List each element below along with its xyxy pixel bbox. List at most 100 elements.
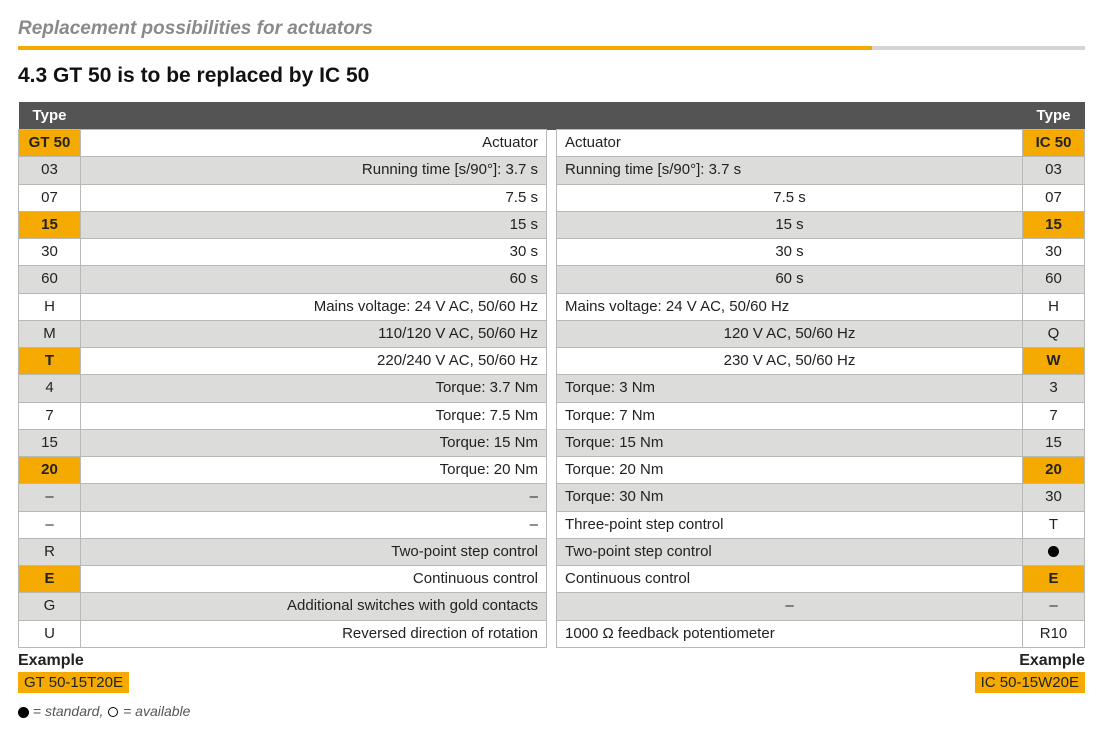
code-left: 4 bbox=[19, 375, 81, 402]
code-right: 30 bbox=[1023, 239, 1085, 266]
gap-cell bbox=[547, 566, 557, 593]
table-row: RTwo-point step controlTwo-point step co… bbox=[19, 538, 1085, 565]
desc-left: – bbox=[81, 484, 547, 511]
table-row: UReversed direction of rotation 1000 Ω fe… bbox=[19, 620, 1085, 647]
desc-left: 220/240 V AC, 50/60 Hz bbox=[81, 348, 547, 375]
desc-right: 120 V AC, 50/60 Hz bbox=[557, 320, 1023, 347]
desc-left: Torque: 7.5 Nm bbox=[81, 402, 547, 429]
gap-cell bbox=[547, 375, 557, 402]
code-left: – bbox=[19, 511, 81, 538]
gap-cell bbox=[547, 239, 557, 266]
desc-right: Torque: 20 Nm bbox=[557, 457, 1023, 484]
gap-cell bbox=[547, 348, 557, 375]
gap-cell bbox=[547, 320, 557, 347]
gap-cell bbox=[547, 266, 557, 293]
header-filler-right bbox=[557, 102, 1023, 130]
section-heading: 4.3 GT 50 is to be replaced by IC 50 bbox=[18, 64, 1085, 88]
code-right: IC 50 bbox=[1023, 130, 1085, 157]
code-left: 07 bbox=[19, 184, 81, 211]
desc-right: 7.5 s bbox=[557, 184, 1023, 211]
desc-left: Mains voltage: 24 V AC, 50/60 Hz bbox=[81, 293, 547, 320]
example-right: Example IC 50-15W20E bbox=[975, 652, 1085, 693]
header-type-left: Type bbox=[19, 102, 81, 130]
code-right bbox=[1023, 538, 1085, 565]
desc-left: – bbox=[81, 511, 547, 538]
example-label-left: Example bbox=[18, 652, 129, 670]
gap-cell bbox=[547, 593, 557, 620]
desc-right: Two-point step control bbox=[557, 538, 1023, 565]
desc-right: – bbox=[557, 593, 1023, 620]
desc-right: Three-point step control bbox=[557, 511, 1023, 538]
code-right: – bbox=[1023, 593, 1085, 620]
desc-right: Torque: 15 Nm bbox=[557, 429, 1023, 456]
table-row: EContinuous controlContinuous controlE bbox=[19, 566, 1085, 593]
code-left: 60 bbox=[19, 266, 81, 293]
code-left: H bbox=[19, 293, 81, 320]
gap-cell bbox=[547, 538, 557, 565]
code-right: E bbox=[1023, 566, 1085, 593]
desc-left: 60 s bbox=[81, 266, 547, 293]
desc-left: Running time [s/90°]: 3.7 s bbox=[81, 157, 547, 184]
desc-left: 110/120 V AC, 50/60 Hz bbox=[81, 320, 547, 347]
gap-cell bbox=[547, 211, 557, 238]
desc-left: Continuous control bbox=[81, 566, 547, 593]
table-row: 3030 s30 s30 bbox=[19, 239, 1085, 266]
example-code-right: IC 50-15W20E bbox=[975, 672, 1085, 693]
table-row: ––Torque: 30 Nm30 bbox=[19, 484, 1085, 511]
table-row: GAdditional switches with gold contacts–… bbox=[19, 593, 1085, 620]
code-right: 30 bbox=[1023, 484, 1085, 511]
table-row: ––Three-point step controlT bbox=[19, 511, 1085, 538]
code-right: 15 bbox=[1023, 429, 1085, 456]
gap-cell bbox=[547, 511, 557, 538]
desc-right: Actuator bbox=[557, 130, 1023, 157]
header-filler-left bbox=[81, 102, 547, 130]
desc-left: 15 s bbox=[81, 211, 547, 238]
code-left: M bbox=[19, 320, 81, 347]
code-left: 30 bbox=[19, 239, 81, 266]
desc-right: 1000 Ω feedback potentiometer bbox=[557, 620, 1023, 647]
code-left: R bbox=[19, 538, 81, 565]
table-row: GT 50ActuatorActuatorIC 50 bbox=[19, 130, 1085, 157]
example-row: Example GT 50-15T20E Example IC 50-15W20… bbox=[18, 652, 1085, 693]
table-row: M110/120 V AC, 50/60 Hz 120 V AC, 50/60 H… bbox=[19, 320, 1085, 347]
desc-left: Reversed direction of rotation bbox=[81, 620, 547, 647]
desc-right: 60 s bbox=[557, 266, 1023, 293]
table-row: 03Running time [s/90°]: 3.7 sRunning tim… bbox=[19, 157, 1085, 184]
code-left: – bbox=[19, 484, 81, 511]
code-left: GT 50 bbox=[19, 130, 81, 157]
table-row: 6060 s60 s60 bbox=[19, 266, 1085, 293]
code-left: 7 bbox=[19, 402, 81, 429]
code-left: T bbox=[19, 348, 81, 375]
desc-right: 30 s bbox=[557, 239, 1023, 266]
code-right: R10 bbox=[1023, 620, 1085, 647]
code-right: 20 bbox=[1023, 457, 1085, 484]
desc-right: 230 V AC, 50/60 Hz bbox=[557, 348, 1023, 375]
code-left: 20 bbox=[19, 457, 81, 484]
code-left: 03 bbox=[19, 157, 81, 184]
code-left: E bbox=[19, 566, 81, 593]
code-left: 15 bbox=[19, 429, 81, 456]
legend: = standard, = available bbox=[18, 703, 1085, 719]
code-right: 15 bbox=[1023, 211, 1085, 238]
desc-left: Two-point step control bbox=[81, 538, 547, 565]
page-subtitle: Replacement possibilities for actuators bbox=[18, 18, 1085, 40]
gap-cell bbox=[547, 457, 557, 484]
desc-right: Continuous control bbox=[557, 566, 1023, 593]
table-row: 4Torque: 3.7 NmTorque: 3 Nm3 bbox=[19, 375, 1085, 402]
gap-cell bbox=[547, 157, 557, 184]
open-circle-icon bbox=[108, 707, 118, 717]
desc-right: Mains voltage: 24 V AC, 50/60 Hz bbox=[557, 293, 1023, 320]
gap-cell bbox=[547, 184, 557, 211]
code-right: T bbox=[1023, 511, 1085, 538]
code-left: G bbox=[19, 593, 81, 620]
code-left: U bbox=[19, 620, 81, 647]
table-row: HMains voltage: 24 V AC, 50/60 HzMains v… bbox=[19, 293, 1085, 320]
code-right: H bbox=[1023, 293, 1085, 320]
table-row: 20Torque: 20 NmTorque: 20 Nm20 bbox=[19, 457, 1085, 484]
replacement-table: Type Type GT 50ActuatorActuatorIC 5003Ru… bbox=[18, 102, 1085, 648]
example-code-left: GT 50-15T20E bbox=[18, 672, 129, 693]
table-header-row: Type Type bbox=[19, 102, 1085, 130]
code-right: Q bbox=[1023, 320, 1085, 347]
gap-cell bbox=[547, 293, 557, 320]
gap-cell bbox=[547, 620, 557, 647]
